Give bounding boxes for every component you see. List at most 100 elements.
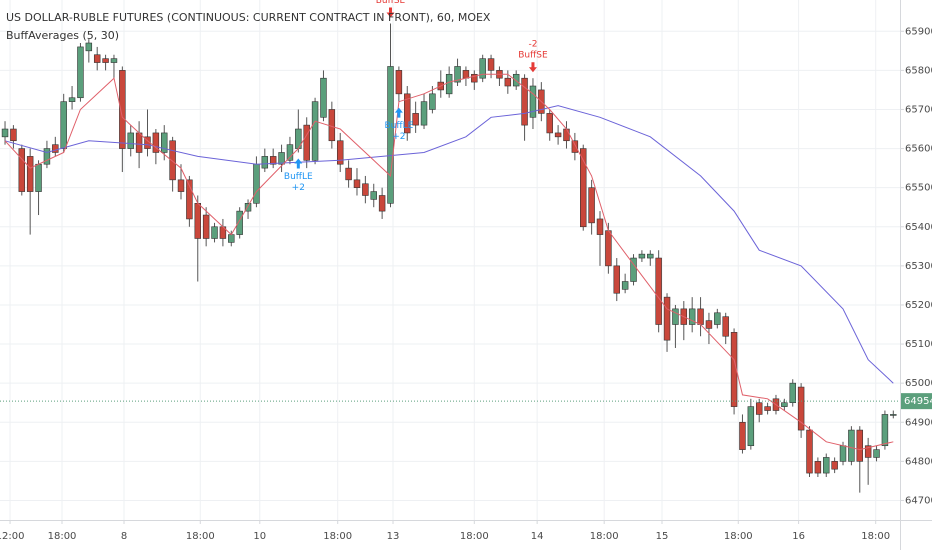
y-tick-label: 65900 [905, 26, 932, 37]
candle-body [169, 140, 176, 181]
candle-body [320, 77, 327, 118]
candle-body [177, 179, 185, 192]
candle-body [362, 183, 369, 196]
candle-body [890, 414, 897, 416]
candle-body [278, 152, 285, 165]
x-tick-label: 18:00 [460, 531, 489, 542]
y-tick-label: 65700 [905, 104, 932, 115]
moving-average-line [4, 73, 894, 451]
candle-body [755, 402, 763, 415]
candle-body [823, 457, 830, 474]
x-tick-label: 18:00 [323, 531, 352, 542]
candle-body [18, 148, 26, 192]
candle-body [93, 54, 101, 63]
candle-body [68, 97, 76, 102]
candle-body [110, 58, 118, 63]
candle-body [479, 58, 486, 79]
signal-label: BuffSE [518, 51, 548, 61]
signal-qty: -2 [528, 40, 537, 50]
y-tick-label: 64800 [905, 456, 932, 467]
x-tick-label: 18:00 [724, 531, 753, 542]
buy-arrow [394, 107, 403, 118]
y-tick-label: 64900 [905, 417, 932, 428]
y-tick-label: 65000 [905, 378, 932, 389]
x-tick-label: 10 [253, 531, 266, 542]
x-tick-label: 13 [387, 531, 400, 542]
candle-body [186, 179, 193, 220]
candle-body [688, 308, 696, 325]
candle-body [345, 167, 352, 181]
candle-body [253, 163, 260, 204]
axes: 64700 64800 64900 65000 65100 65200 65300 65400… [0, 26, 932, 542]
candle-body [404, 93, 411, 134]
candle-body [714, 312, 721, 325]
candle-body [119, 70, 126, 149]
candle-body [35, 163, 42, 192]
candle-body [864, 445, 872, 458]
candle-body [697, 308, 704, 325]
candle-body [722, 316, 729, 337]
candle-body [831, 461, 838, 470]
candle-body [328, 109, 336, 142]
candle-body [730, 332, 738, 407]
y-tick-label: 65200 [905, 300, 932, 311]
x-tick-label: 18:00 [186, 531, 215, 542]
candle-body [26, 156, 34, 192]
candle-body [244, 203, 252, 212]
candle-body [429, 93, 436, 110]
x-tick-label: 12:00 [0, 531, 24, 542]
signal-label: BuffLE [384, 121, 413, 131]
candle-body [77, 46, 84, 99]
candle-body [563, 128, 570, 142]
candle-body [613, 265, 620, 294]
sell-arrow [386, 7, 395, 18]
candle-body [303, 124, 310, 161]
candle-body [781, 402, 788, 407]
x-tick-label: 18:00 [861, 531, 890, 542]
candle-body [286, 144, 294, 161]
last-price-label: 64954 [904, 396, 932, 407]
y-tick-label: 65400 [905, 222, 932, 233]
signal-label: BuffLE [284, 172, 313, 182]
candle-body [471, 73, 478, 83]
chart-title: US DOLLAR-RUBLE FUTURES (CONTINUOUS: CUR… [6, 11, 491, 24]
candle-body [161, 132, 168, 153]
y-tick-label: 65600 [905, 144, 932, 155]
candle-body [10, 128, 17, 142]
y-tick-label: 65300 [905, 261, 932, 272]
candle-body [336, 140, 344, 165]
candle-body [135, 132, 143, 153]
candle-body [152, 132, 160, 153]
candle-body [261, 156, 269, 169]
candle-body [764, 406, 771, 411]
candle-body [387, 66, 394, 204]
candle-body [211, 226, 218, 239]
candle-body [353, 179, 361, 188]
signal-qty: +2 [392, 132, 405, 142]
candle-body [881, 414, 889, 447]
candle-body [370, 191, 377, 200]
candle-body [412, 113, 419, 126]
moving-average-line [4, 105, 894, 384]
candle-body [789, 382, 796, 404]
candle-body [655, 257, 662, 325]
candle-body [747, 406, 755, 447]
x-tick-label: 16 [792, 531, 805, 542]
candle-body [102, 58, 109, 63]
candle-body [85, 42, 93, 52]
candle-body [663, 296, 671, 341]
candle-body [621, 281, 629, 290]
candle-body [521, 77, 528, 126]
x-tick-label: 18:00 [48, 531, 77, 542]
candle-body [554, 132, 562, 138]
candle-body [60, 101, 67, 149]
candle-body [605, 230, 612, 267]
y-tick-label: 65100 [905, 339, 932, 350]
candle-body [873, 449, 880, 458]
sell-arrow [528, 62, 537, 73]
candle-body [395, 70, 403, 95]
candle-body [311, 101, 319, 161]
